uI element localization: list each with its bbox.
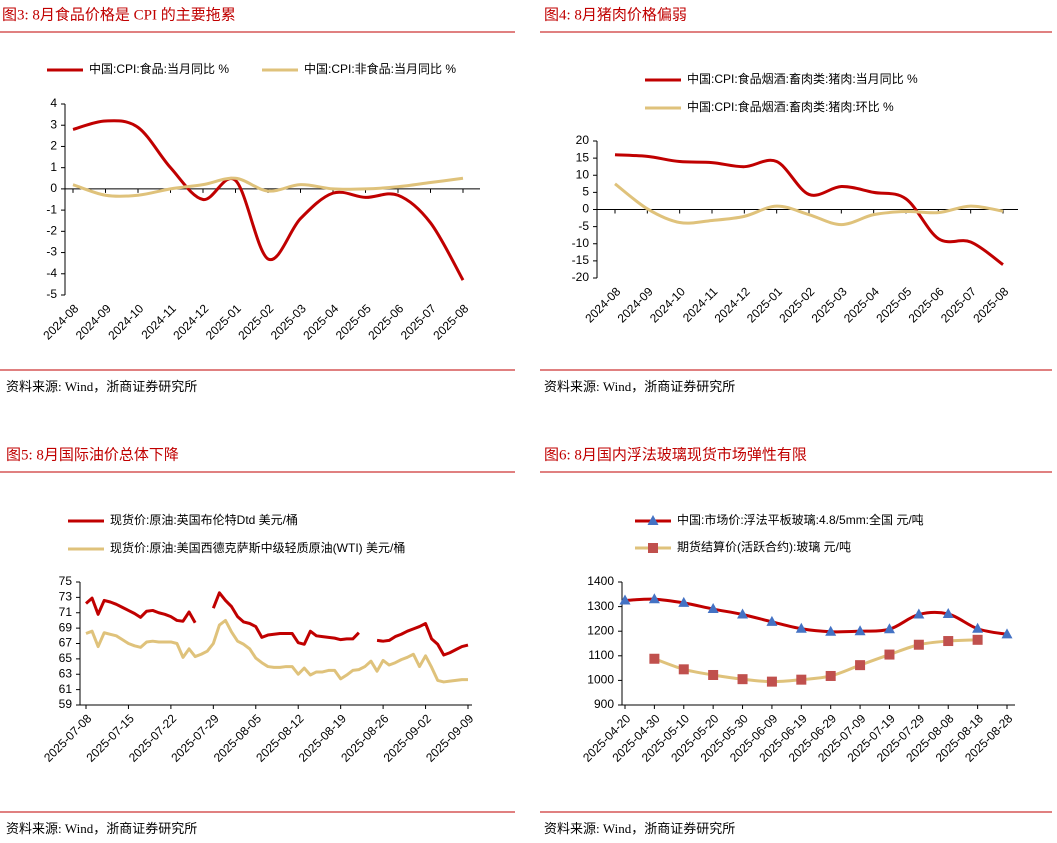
y-tick-label: -5	[578, 219, 589, 233]
marker	[648, 593, 660, 604]
marker	[795, 622, 807, 633]
y-tick-label: 1400	[587, 574, 614, 588]
marker	[796, 674, 807, 685]
y-tick-label: 1000	[587, 673, 614, 687]
y-tick-label: 1200	[587, 623, 614, 637]
marker	[942, 607, 954, 618]
marker	[708, 669, 719, 680]
y-tick-label: 71	[59, 605, 73, 619]
y-tick-label: 73	[59, 590, 73, 604]
chart-title: 图4: 8月猪肉价格偏弱	[544, 6, 687, 23]
series-line	[614, 182, 1004, 227]
series-line	[653, 638, 978, 684]
marker	[855, 660, 866, 671]
source: 资料来源: Wind，浙商证券研究所	[544, 821, 735, 836]
y-tick-label: 5	[582, 185, 589, 199]
y-tick-label: 20	[576, 133, 590, 147]
x-tick-label: 2025-08	[430, 301, 471, 342]
y-tick-label: 4	[50, 96, 57, 110]
legend-label: 中国:CPI:非食品:当月同比 %	[304, 61, 456, 76]
source: 资料来源: Wind，浙商证券研究所	[6, 379, 197, 394]
y-tick-label: 0	[50, 181, 57, 195]
series-line	[72, 176, 464, 198]
y-tick-label: 900	[594, 697, 614, 711]
marker	[913, 639, 924, 650]
y-tick-label: 2	[50, 139, 57, 153]
y-tick-label: 1100	[588, 648, 614, 662]
marker	[707, 603, 719, 614]
source: 资料来源: Wind，浙商证券研究所	[6, 821, 197, 836]
marker	[737, 608, 749, 619]
series-line	[85, 591, 469, 657]
marker	[825, 670, 836, 681]
marker	[648, 543, 658, 553]
marker	[678, 596, 690, 607]
marker	[1001, 628, 1013, 639]
y-tick-label: 61	[59, 682, 73, 696]
series-line	[72, 119, 465, 281]
chart-title: 图6: 8月国内浮法玻璃现货市场弹性有限	[544, 446, 807, 463]
x-tick-label: 2025-08	[970, 284, 1011, 325]
y-tick-label: 3	[50, 117, 57, 131]
marker	[766, 615, 778, 626]
y-tick-label: 0	[582, 202, 589, 216]
y-tick-label: 15	[576, 150, 590, 164]
y-tick-label: -5	[46, 287, 57, 301]
y-tick-label: 59	[59, 697, 73, 711]
marker	[647, 515, 659, 525]
y-tick-label: -20	[572, 270, 590, 284]
x-tick-label: 2024-10	[105, 301, 146, 342]
marker	[649, 653, 660, 664]
series-line	[85, 618, 468, 684]
marker	[825, 625, 837, 636]
x-tick-label: 2024-10	[647, 284, 688, 325]
legend-label: 中国:CPI:食品:当月同比 %	[89, 61, 229, 76]
y-tick-label: -1	[46, 202, 57, 216]
y-tick-label: 69	[59, 620, 73, 634]
marker	[972, 622, 984, 633]
marker	[884, 649, 895, 660]
legend-label: 现货价:原油:英国布伦特Dtd 美元/桶	[110, 512, 298, 527]
y-tick-label: 65	[59, 651, 73, 665]
marker	[766, 676, 777, 687]
marker	[678, 664, 689, 675]
y-tick-label: -15	[572, 253, 590, 267]
legend-label: 期货结算价(活跃合约):玻璃 元/吨	[677, 539, 851, 554]
y-tick-label: 1300	[587, 599, 614, 613]
chart-title: 图3: 8月食品价格是 CPI 的主要拖累	[2, 6, 236, 23]
series-line	[614, 153, 1004, 266]
marker	[883, 623, 895, 634]
chart-title: 图5: 8月国际油价总体下降	[6, 446, 179, 463]
y-tick-label: -4	[46, 266, 57, 280]
y-tick-label: -2	[46, 224, 57, 238]
y-tick-label: -3	[46, 245, 57, 259]
marker	[913, 608, 925, 619]
marker	[619, 594, 631, 605]
y-tick-label: 1	[50, 160, 57, 174]
legend-label: 中国:CPI:食品烟酒:畜肉类:猪肉:环比 %	[687, 99, 894, 114]
y-tick-label: -10	[572, 236, 590, 250]
y-tick-label: 67	[59, 636, 73, 650]
marker	[854, 625, 866, 636]
marker	[972, 634, 983, 645]
legend-label: 现货价:原油:美国西德克萨斯中级轻质原油(WTI) 美元/桶	[110, 540, 405, 555]
legend-label: 中国:市场价:浮法平板玻璃:4.8/5mm:全国 元/吨	[677, 512, 924, 527]
legend-label: 中国:CPI:食品烟酒:畜肉类:猪肉:当月同比 %	[687, 71, 918, 86]
y-tick-label: 63	[59, 666, 73, 680]
y-tick-label: 75	[59, 574, 73, 588]
source: 资料来源: Wind，浙商证券研究所	[544, 379, 735, 394]
marker	[943, 636, 954, 647]
marker	[737, 674, 748, 685]
y-tick-label: 10	[576, 167, 590, 181]
